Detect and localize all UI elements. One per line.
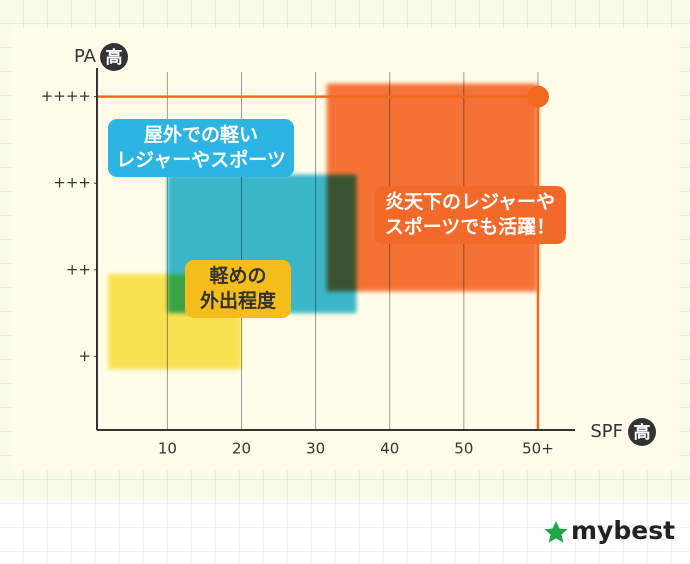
brand-name: mybest bbox=[571, 516, 675, 545]
x-tick-label: 50 bbox=[454, 440, 473, 458]
x-tick-label: 30 bbox=[306, 440, 325, 458]
x-tick-label: 40 bbox=[380, 440, 399, 458]
x-tick-label: 10 bbox=[158, 440, 177, 458]
y-tick-label: ++ bbox=[66, 260, 91, 278]
y-tick-label: +++ bbox=[53, 174, 91, 192]
region-label: 外出程度 bbox=[200, 289, 277, 312]
region-label: 軽めの bbox=[209, 265, 266, 287]
region-label: 炎天下のレジャーや bbox=[385, 191, 555, 213]
region-label: 屋外での軽い bbox=[144, 123, 258, 146]
region-label-box bbox=[185, 260, 291, 318]
x-badge-bg bbox=[628, 418, 656, 446]
region-label: レジャーやスポーツ bbox=[116, 148, 286, 171]
region-label: スポーツでも活躍！ bbox=[385, 215, 556, 238]
point bbox=[526, 85, 549, 108]
x-tick-label: 20 bbox=[232, 440, 251, 458]
region-label-box bbox=[108, 119, 294, 177]
y-axis-badge: 高 bbox=[106, 47, 123, 68]
x-axis-badge: 高 bbox=[634, 422, 651, 443]
y-axis-label: PA bbox=[74, 46, 97, 67]
brand-logo: mybest bbox=[544, 516, 675, 545]
region-label-box bbox=[374, 186, 566, 244]
x-tick-label: 50+ bbox=[522, 440, 554, 458]
x-axis-label: SPF bbox=[590, 421, 623, 442]
footer-background bbox=[0, 500, 690, 564]
y-badge-bg bbox=[100, 43, 128, 71]
y-tick-label: ++++ bbox=[41, 87, 91, 105]
y-tick-label: + bbox=[78, 347, 91, 365]
